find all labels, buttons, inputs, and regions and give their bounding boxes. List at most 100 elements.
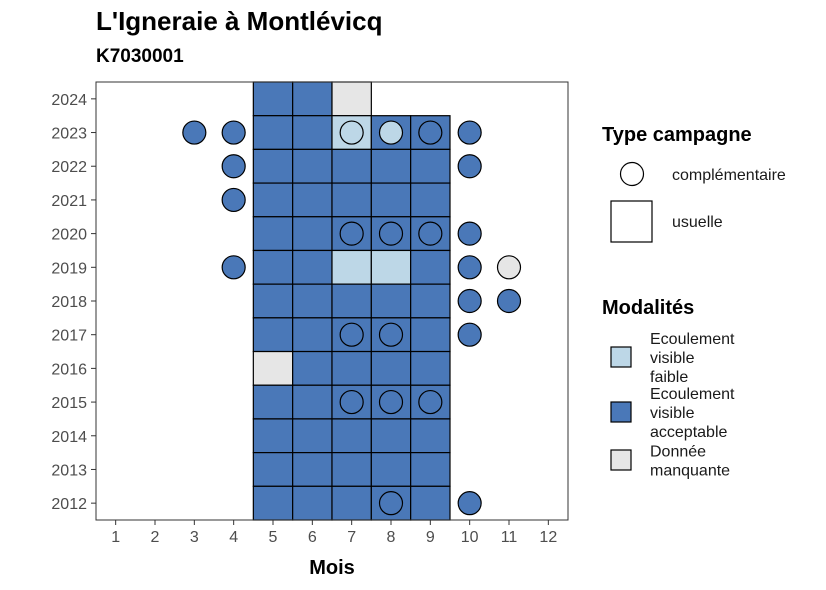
point-2022-4 [221, 154, 246, 179]
chart-subtitle: K7030001 [96, 46, 184, 67]
tile-2016-7 [331, 350, 372, 386]
tile-2021-9 [410, 182, 451, 218]
tile-2017-9 [410, 317, 451, 353]
usuelle-layer [252, 81, 451, 521]
tile-2022-8 [370, 148, 412, 184]
tile-2017-5 [252, 317, 294, 353]
tile-2014-6 [292, 418, 333, 454]
y-tick-label-2019: 2019 [51, 260, 87, 277]
point-2017-7 [339, 322, 364, 347]
point-2012-10 [457, 491, 482, 516]
legend-modalites-title: Modalités [602, 297, 694, 319]
legend-key-0 [610, 346, 632, 368]
point-2023-3 [182, 120, 207, 145]
point-2019-10 [457, 255, 482, 280]
tile-2024-6 [292, 81, 333, 117]
complementaire-layer [182, 120, 522, 516]
tile-2017-6 [292, 317, 333, 353]
tile-2015-6 [292, 384, 333, 420]
tile-2012-5 [252, 485, 294, 521]
tile-2021-8 [370, 182, 412, 218]
point-2020-10 [457, 221, 482, 246]
x-axis-label: Mois [309, 557, 355, 579]
point-2020-9 [418, 221, 443, 246]
y-tick-label-2024: 2024 [51, 92, 87, 109]
y-tick-label-2020: 2020 [51, 227, 87, 244]
legend-square-key [610, 200, 653, 243]
tile-2018-7 [331, 283, 372, 319]
tile-2013-6 [292, 452, 333, 487]
tile-2022-9 [410, 148, 451, 184]
y-tick-label-2016: 2016 [51, 361, 87, 378]
legend-type-title: Type campagne [602, 124, 752, 146]
point-2021-4 [221, 187, 246, 213]
point-2015-8 [378, 389, 404, 415]
tile-2021-6 [292, 182, 333, 218]
point-2022-10 [457, 154, 482, 179]
point-2023-4 [221, 120, 246, 145]
legend-label-1-1: visible [650, 405, 695, 422]
tile-2013-7 [331, 452, 372, 487]
x-tick-label-12: 12 [539, 529, 557, 546]
tile-2016-5 [252, 350, 294, 386]
chart-title: L'Igneraie à Montlévicq [96, 6, 383, 36]
x-tick-label-2: 2 [151, 529, 160, 546]
tile-2012-6 [292, 485, 333, 521]
x-tick-label-8: 8 [387, 529, 396, 546]
legend-label-1-0: Ecoulement [650, 386, 735, 403]
x-tick-label-7: 7 [347, 529, 356, 546]
tile-2016-6 [292, 350, 333, 386]
legend-type-label-usuelle: usuelle [672, 214, 723, 231]
tile-2015-5 [252, 384, 294, 420]
tile-2020-6 [292, 216, 333, 252]
point-2019-11 [496, 255, 522, 280]
x-tick-label-10: 10 [461, 529, 479, 546]
x-tick-label-3: 3 [190, 529, 199, 546]
tile-2022-6 [292, 148, 333, 184]
tile-2022-7 [331, 148, 372, 184]
x-tick-label-11: 11 [501, 529, 518, 546]
legend-label-2-1: manquante [650, 463, 730, 480]
legend-label-0-0: Ecoulement [650, 331, 735, 348]
tile-2013-8 [370, 452, 412, 487]
tile-2024-5 [252, 81, 294, 117]
y-tick-label-2015: 2015 [51, 395, 87, 412]
tile-2019-6 [292, 249, 333, 285]
tile-2018-9 [410, 283, 451, 319]
tile-2021-5 [252, 182, 294, 218]
point-2012-8 [378, 491, 404, 516]
tile-2014-8 [370, 418, 412, 454]
tile-2016-9 [410, 350, 451, 386]
legend-circle-key [619, 161, 645, 187]
tile-2019-9 [410, 249, 451, 285]
tile-2019-5 [252, 249, 294, 285]
tile-2019-7 [331, 249, 372, 285]
y-tick-label-2023: 2023 [51, 126, 87, 143]
tile-2024-7 [331, 81, 372, 117]
point-2023-7 [339, 120, 364, 145]
tile-2022-5 [252, 148, 294, 184]
tile-2018-5 [252, 283, 294, 319]
y-tick-label-2022: 2022 [51, 159, 87, 176]
point-2023-9 [418, 120, 443, 145]
point-2015-9 [418, 389, 443, 415]
y-tick-label-2021: 2021 [51, 193, 87, 210]
legend-label-0-1: visible [650, 350, 695, 367]
legend-label-1-2: acceptable [650, 424, 727, 441]
point-2019-4 [221, 255, 246, 280]
tile-2012-9 [410, 485, 451, 521]
legend: Type campagne complémentaire usuelle Modali… [602, 124, 786, 480]
point-2018-11 [496, 288, 522, 314]
point-2017-10 [457, 322, 482, 347]
legend-key-1 [610, 401, 632, 423]
tile-2018-8 [370, 283, 412, 319]
x-tick-label-9: 9 [426, 529, 435, 546]
tile-2023-5 [252, 115, 294, 150]
point-2020-7 [339, 221, 364, 246]
legend-type-label-complementaire: complémentaire [672, 167, 786, 184]
x-tick-label-6: 6 [308, 529, 317, 546]
tile-2013-9 [410, 452, 451, 487]
x-tick-label-5: 5 [269, 529, 278, 546]
y-tick-label-2017: 2017 [51, 328, 87, 345]
